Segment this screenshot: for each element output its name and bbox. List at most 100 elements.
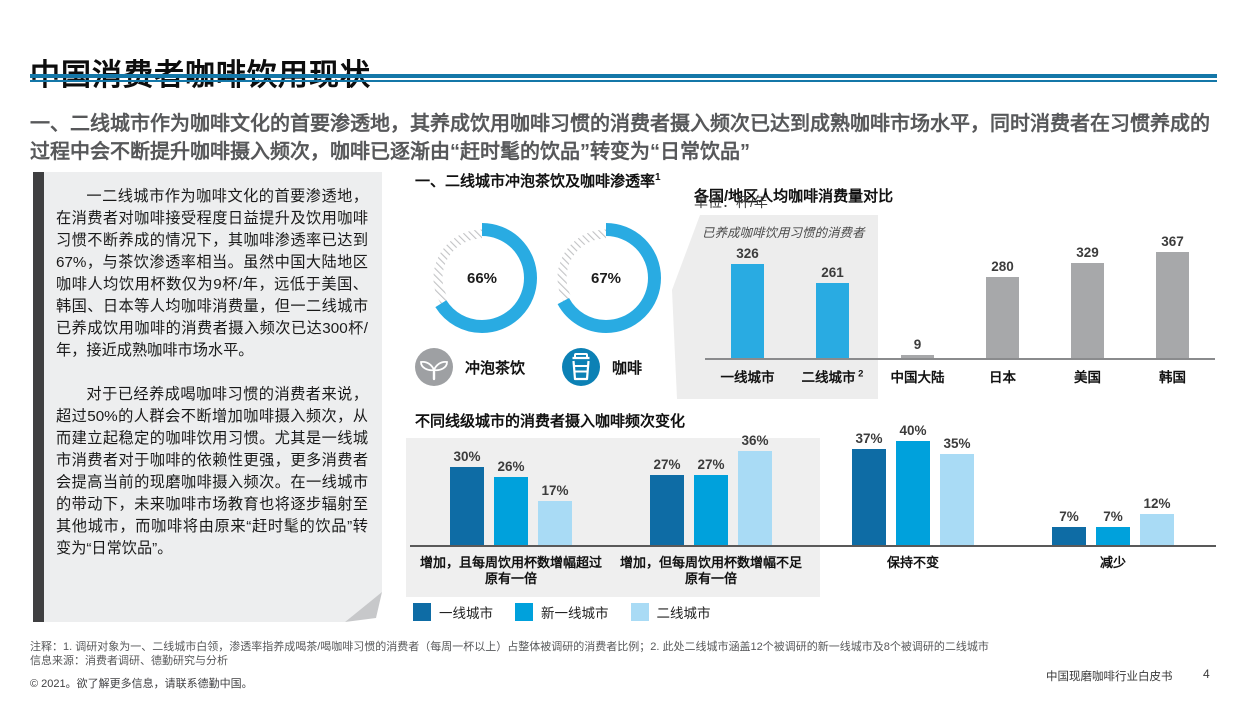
legend-item: 新一线城市: [515, 602, 609, 622]
frequency-bar-value: 36%: [741, 433, 769, 448]
frequency-bar-column: 17%: [538, 483, 572, 545]
country-axis-line: [705, 358, 1215, 360]
beverage-label: 咖啡: [612, 359, 643, 377]
page-title: 中国消费者咖啡饮用现状: [30, 50, 371, 94]
frequency-bar: [1096, 527, 1130, 545]
frequency-bar-value: 27%: [697, 457, 725, 472]
coffee-cup-icon: [562, 348, 600, 386]
country-bar-slot: 367: [1130, 234, 1215, 358]
tea-sprout-icon: [415, 348, 453, 386]
country-bar-value: 9: [913, 337, 922, 352]
page-number: 4: [1203, 667, 1210, 681]
penetration-title: 一、二线城市冲泡茶饮及咖啡渗透率1: [415, 170, 690, 191]
frequency-bar-column: 37%: [852, 431, 886, 545]
frequency-bar-value: 7%: [1103, 509, 1123, 524]
frequency-bar: [494, 477, 528, 545]
donut-tea: 66%: [424, 220, 540, 336]
country-category-label: 韩国: [1159, 370, 1186, 385]
frequency-bar-value: 35%: [943, 436, 971, 451]
legend-swatch: [630, 603, 649, 621]
frequency-bar-column: 7%: [1096, 509, 1130, 545]
country-category-labels: 一线城市 二线城市 2 中国大陆 日本 美国 韩国: [705, 366, 1215, 386]
donut-coffee: 67%: [548, 220, 664, 336]
footer: 注释：1. 调研对象为一、二线城市白领，渗透率指养成喝茶/喝咖啡习惯的消费者（每…: [30, 640, 1225, 691]
frequency-bar: [896, 441, 930, 545]
frequency-bar-column: 26%: [494, 459, 528, 545]
beverage-item-coffee: 咖啡: [562, 348, 642, 386]
frequency-bar-value: 26%: [497, 459, 525, 474]
frequency-bar: [940, 454, 974, 545]
frequency-bar-column: 36%: [738, 433, 772, 545]
legend-label: 新一线城市: [541, 606, 609, 621]
penetration-title-footnote-ref: 1: [655, 172, 661, 183]
penetration-title-text: 一、二线城市冲泡茶饮及咖啡渗透率: [415, 173, 656, 190]
country-bar-value: 367: [1161, 234, 1184, 249]
frequency-bar-value: 40%: [899, 423, 927, 438]
svg-text:66%: 66%: [467, 270, 497, 287]
country-bar: [1071, 263, 1104, 358]
penetration-section: 一、二线城市冲泡茶饮及咖啡渗透率1 66% 67% 冲泡茶饮 咖啡: [415, 170, 690, 398]
commentary-paragraph-2: 对于已经养成喝咖啡习惯的消费者来说，超过50%的人群会不断增加咖啡摄入频次，从而…: [56, 386, 368, 557]
frequency-category-label: 保持不变: [886, 555, 939, 570]
country-category-label: 日本: [989, 370, 1016, 385]
frequency-legend: 一线城市 新一线城市 二线城市: [413, 602, 711, 622]
frequency-category-label: 减少: [1099, 555, 1126, 570]
folded-corner: [345, 592, 382, 622]
footer-source: 信息来源：消费者调研、德勤研究与分析: [30, 655, 228, 667]
beverage-item-tea: 冲泡茶饮: [415, 348, 525, 386]
country-bar: [731, 264, 764, 358]
svg-text:67%: 67%: [591, 270, 621, 287]
frequency-bar: [1140, 514, 1174, 545]
title-divider: [30, 74, 1217, 82]
habit-callout-label: 已养成咖啡饮用习惯的消费者: [702, 226, 865, 240]
frequency-chart-title: 不同线级城市的消费者摄入咖啡频次变化: [415, 413, 686, 430]
country-bar-slot: 329: [1045, 245, 1130, 358]
country-bar: [986, 277, 1019, 358]
frequency-bar-value: 37%: [855, 431, 883, 446]
frequency-group: 30% 26% 17%: [450, 449, 572, 545]
frequency-change-section: 不同线级城市的消费者摄入咖啡频次变化 30% 26% 17% 27% 27% 36% 37%…: [406, 408, 1218, 630]
frequency-bar-column: 12%: [1140, 496, 1174, 545]
frequency-bar: [650, 475, 684, 545]
frequency-bar: [1052, 527, 1086, 545]
country-bar: [901, 355, 934, 358]
frequency-bar-value: 27%: [653, 457, 681, 472]
frequency-bar: [694, 475, 728, 545]
country-category-label: 中国大陆: [890, 370, 945, 385]
legend-item: 一线城市: [413, 602, 493, 622]
frequency-bar-column: 40%: [896, 423, 930, 545]
country-bar-slot: 280: [960, 259, 1045, 358]
frequency-bar: [852, 449, 886, 545]
country-bar-slot: 261: [790, 265, 875, 358]
frequency-bar-value: 7%: [1059, 509, 1079, 524]
commentary-panel: 一二线城市作为咖啡文化的首要渗透地，在消费者对咖啡接受程度日益提升及饮用咖啡习惯…: [44, 172, 382, 622]
country-bar-slot: 9: [875, 337, 960, 358]
footer-copyright: © 2021。欲了解更多信息，请联系德勤中国。: [30, 678, 253, 690]
country-bar: [816, 283, 849, 358]
frequency-bar-column: 27%: [694, 457, 728, 545]
frequency-group: 27% 27% 36%: [650, 433, 772, 545]
legend-swatch: [515, 603, 533, 621]
beverage-label: 冲泡茶饮: [465, 359, 526, 377]
footer-notes: 注释：1. 调研对象为一、二线城市白领，渗透率指养成喝茶/喝咖啡习惯的消费者（每…: [30, 641, 989, 653]
frequency-bar-value: 12%: [1143, 496, 1171, 511]
frequency-bar-column: 30%: [450, 449, 484, 545]
frequency-bar: [538, 501, 572, 545]
country-bar-slot: 326: [705, 246, 790, 358]
country-bar: [1156, 252, 1189, 358]
legend-label: 一线城市: [439, 606, 493, 621]
frequency-bar-column: 27%: [650, 457, 684, 545]
frequency-category-label: 增加，且每周饮用杯数增幅超过原有一倍: [419, 555, 602, 586]
frequency-bar: [450, 467, 484, 545]
frequency-group: 7% 7% 12%: [1052, 496, 1174, 545]
country-bar-value: 329: [1076, 245, 1099, 260]
frequency-bar-column: 7%: [1052, 509, 1086, 545]
country-bars: 326 261 9 280 329 367: [705, 234, 1215, 358]
title-divider-thin: [30, 80, 1217, 82]
legend-label: 二线城市: [656, 606, 711, 621]
country-comparison-section: 各国/地区人均咖啡消费量对比 单位：杯/年 已养成咖啡饮用习惯的消费者 326 2…: [660, 170, 1220, 402]
frequency-bar-value: 17%: [541, 483, 569, 498]
legend-item: 二线城市: [630, 602, 711, 622]
country-category-label: 美国: [1074, 370, 1101, 385]
